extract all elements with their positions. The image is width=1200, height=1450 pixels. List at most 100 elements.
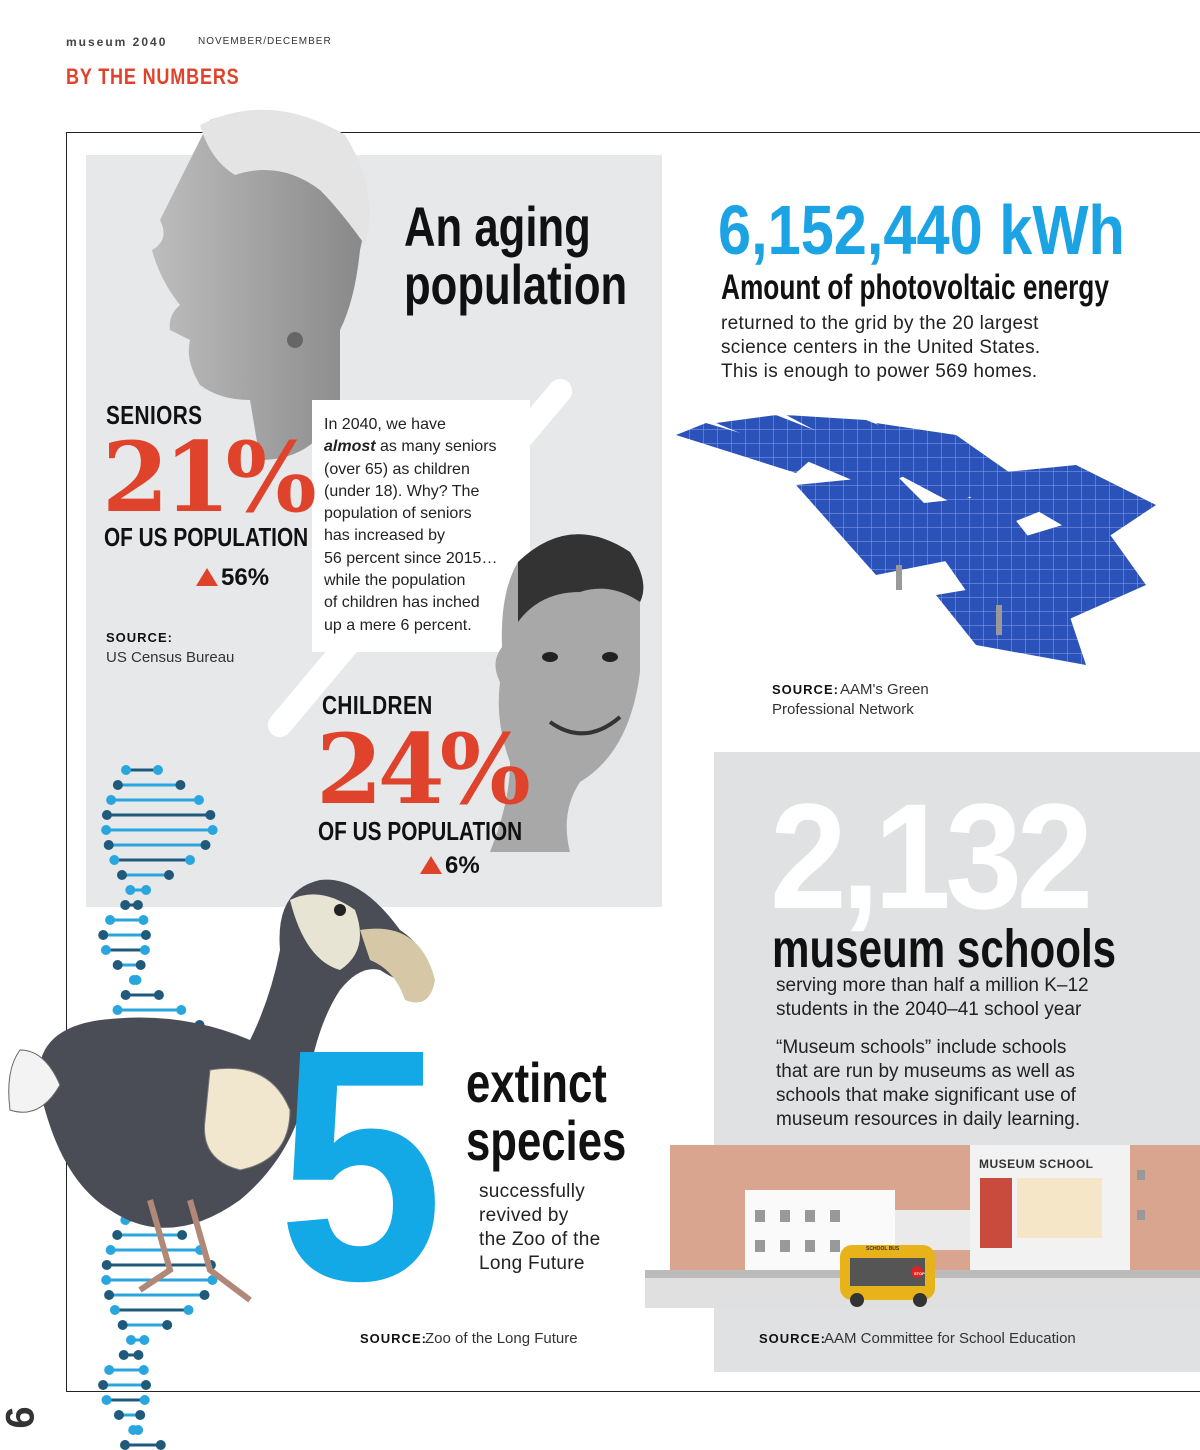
bus-sign: SCHOOL BUS	[866, 1246, 900, 1252]
dna-node	[199, 1290, 210, 1300]
dna-node	[139, 1395, 150, 1405]
dna-node	[133, 1350, 144, 1360]
dna-node	[176, 1005, 187, 1015]
building-sign: MUSEUM SCHOOL	[979, 1157, 1094, 1171]
schools-title: museum schools	[772, 919, 1117, 979]
issue-date: NOVEMBER/DECEMBER	[198, 36, 332, 47]
dna-node	[140, 1380, 151, 1390]
dna-node	[104, 1290, 115, 1300]
dna-node	[193, 795, 204, 805]
dna-node	[103, 840, 114, 850]
dna-node	[135, 1410, 146, 1420]
dna-node	[153, 765, 163, 775]
dna-node	[120, 990, 131, 1000]
aging-title: An aging population	[404, 195, 628, 316]
children-label: CHILDREN	[322, 690, 433, 720]
child-photo	[490, 534, 644, 852]
dna-node	[205, 810, 216, 820]
dna-node	[200, 840, 211, 850]
children-sub: OF US POPULATION	[318, 816, 523, 846]
dna-node	[175, 780, 186, 790]
dna-node	[139, 945, 150, 955]
schools-figure: 2,132	[770, 772, 1093, 940]
dna-node	[118, 1350, 129, 1360]
seniors-label: SENIORS	[106, 400, 203, 430]
children-percent: 24%	[316, 713, 531, 826]
dodo-bird-image	[8, 879, 435, 1303]
dna-node	[112, 1005, 123, 1015]
schools-source: AAM Committee for School Education	[824, 1330, 1076, 1347]
dna-node	[141, 885, 152, 895]
dna-node	[98, 1380, 109, 1390]
dna-node	[101, 1275, 112, 1285]
species-figure: 5	[278, 980, 444, 1349]
page-frame	[66, 132, 1200, 1392]
dna-node	[155, 1440, 166, 1450]
dna-node	[132, 900, 143, 910]
dna-node	[138, 915, 149, 925]
stop-sign: STOP	[914, 1271, 925, 1276]
dna-node	[138, 1365, 149, 1375]
dna-node	[109, 1305, 120, 1315]
schools-description: serving more than half a million K–12 st…	[776, 975, 1089, 1020]
senior-woman-photo	[152, 109, 370, 460]
species-description: successfully revived by the Zoo of the L…	[479, 1181, 601, 1274]
dna-node	[162, 1320, 173, 1330]
up-triangle-icon	[420, 856, 442, 874]
species-title: extinct species	[466, 1051, 627, 1172]
dna-node	[185, 855, 196, 865]
dna-node	[164, 870, 175, 880]
dna-node	[207, 825, 218, 835]
species-source: Zoo of the Long Future	[425, 1330, 578, 1347]
page-number: 6	[0, 1406, 43, 1429]
magazine-brand: museum 2040	[66, 35, 168, 49]
dna-node	[121, 765, 131, 775]
dna-node	[119, 1440, 130, 1450]
dna-node	[100, 945, 111, 955]
aging-source: US Census Bureau	[106, 649, 235, 666]
dna-node	[98, 930, 109, 940]
solar-panels-image	[676, 415, 1156, 665]
dna-node	[153, 990, 164, 1000]
dna-node	[131, 975, 142, 985]
dna-node	[101, 1260, 112, 1270]
dna-node	[106, 795, 117, 805]
dna-node	[112, 960, 123, 970]
aging-callout: In 2040, we have almost as many seniors …	[312, 400, 530, 652]
dna-node	[183, 1305, 194, 1315]
children-change: 6%	[420, 852, 480, 880]
energy-source-label: SOURCE:	[772, 682, 839, 697]
dna-node	[135, 960, 146, 970]
dna-node	[125, 885, 136, 895]
dna-node	[133, 1425, 144, 1435]
dna-node	[140, 930, 151, 940]
dna-node	[104, 1365, 115, 1375]
school-building-image	[645, 1145, 1200, 1308]
section-title: BY THE NUMBERS	[66, 64, 240, 89]
schools-note: “Museum schools” include schools that ar…	[776, 1037, 1081, 1130]
seniors-percent: 21%	[102, 421, 317, 534]
dna-node	[112, 780, 123, 790]
seniors-sub: OF US POPULATION	[104, 522, 309, 552]
aging-source-label: SOURCE:	[106, 630, 173, 645]
dna-node	[177, 1230, 188, 1240]
dna-node	[116, 870, 127, 880]
energy-source-line1: AAM's Green	[840, 681, 929, 698]
dna-node	[105, 1245, 116, 1255]
schools-source-label: SOURCE:	[759, 1331, 826, 1346]
energy-description: returned to the grid by the 20 largest s…	[721, 313, 1041, 382]
dna-node	[112, 1230, 123, 1240]
dna-node	[101, 810, 112, 820]
energy-source-line2: Professional Network	[772, 701, 914, 718]
species-source-label: SOURCE:	[360, 1331, 427, 1346]
dna-node	[101, 825, 112, 835]
dna-node	[117, 1320, 128, 1330]
dna-node	[139, 1335, 150, 1345]
dna-node	[109, 855, 120, 865]
dna-node	[113, 1410, 124, 1420]
dna-node	[105, 915, 116, 925]
dna-node	[120, 900, 131, 910]
up-triangle-icon	[196, 568, 218, 586]
energy-figure: 6,152,440 kWh	[718, 191, 1125, 269]
dna-node	[101, 1395, 112, 1405]
